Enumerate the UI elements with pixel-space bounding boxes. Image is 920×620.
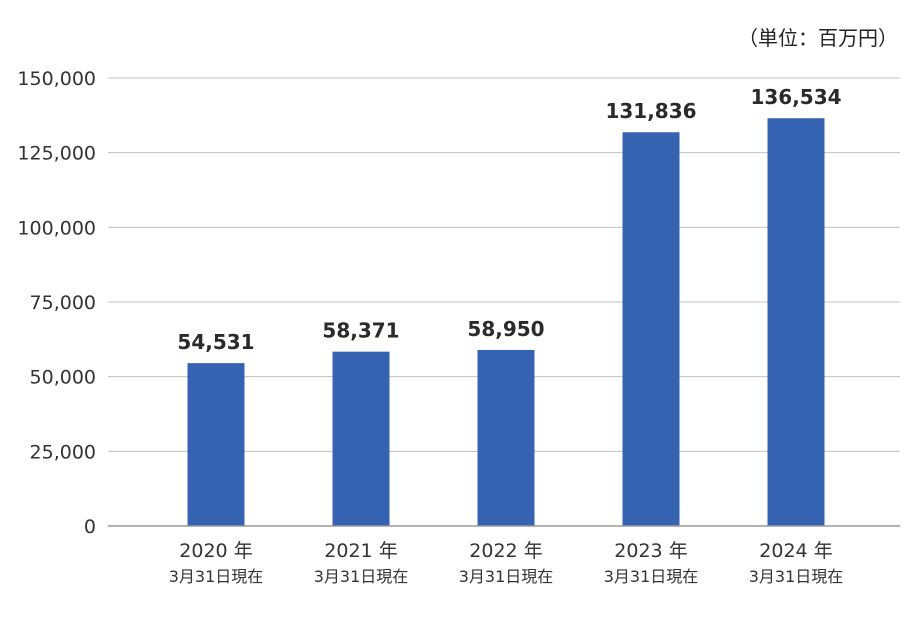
y-tick-label: 150,000 [17,68,96,90]
y-tick-label: 100,000 [17,217,96,239]
x-tick-label-date: 3月31日現在 [169,567,264,586]
bar [477,349,535,526]
x-tick-label-date: 3月31日現在 [314,567,409,586]
bars [187,118,825,527]
bar [622,132,680,526]
data-label: 58,950 [467,317,544,341]
y-tick-label: 50,000 [30,367,96,389]
x-tick-label-date: 3月31日現在 [604,567,699,586]
y-tick-label: 125,000 [17,143,96,165]
x-tick-label-year: 2023 年 [614,540,687,562]
data-label: 54,531 [177,330,254,354]
y-axis-ticks: 0 25,000 50,000 75,000 100,000 125,000 150,000 [17,68,96,538]
x-tick-label-year: 2022 年 [469,540,542,562]
x-tick-label-year: 2021 年 [324,540,397,562]
unit-note: （単位：百万円） [738,26,898,50]
x-tick-label-date: 3月31日現在 [749,567,844,586]
bar [332,351,390,526]
bar [187,363,245,526]
data-labels: 54,531 58,371 58,950 131,836 136,534 [177,85,841,354]
y-tick-label: 25,000 [30,441,96,463]
x-tick-label-year: 2020 年 [179,540,252,562]
data-label: 131,836 [605,99,696,123]
data-label: 136,534 [750,85,841,109]
data-label: 58,371 [322,319,399,343]
y-tick-label: 75,000 [30,292,96,314]
x-tick-label-date: 3月31日現在 [459,567,554,586]
y-tick-label: 0 [84,516,96,538]
x-tick-label-year: 2024 年 [759,540,832,562]
bar [767,118,825,527]
x-axis-ticks: 2020 年 3月31日現在 2021 年 3月31日現在 2022 年 3月31日現在 2… [169,540,844,586]
